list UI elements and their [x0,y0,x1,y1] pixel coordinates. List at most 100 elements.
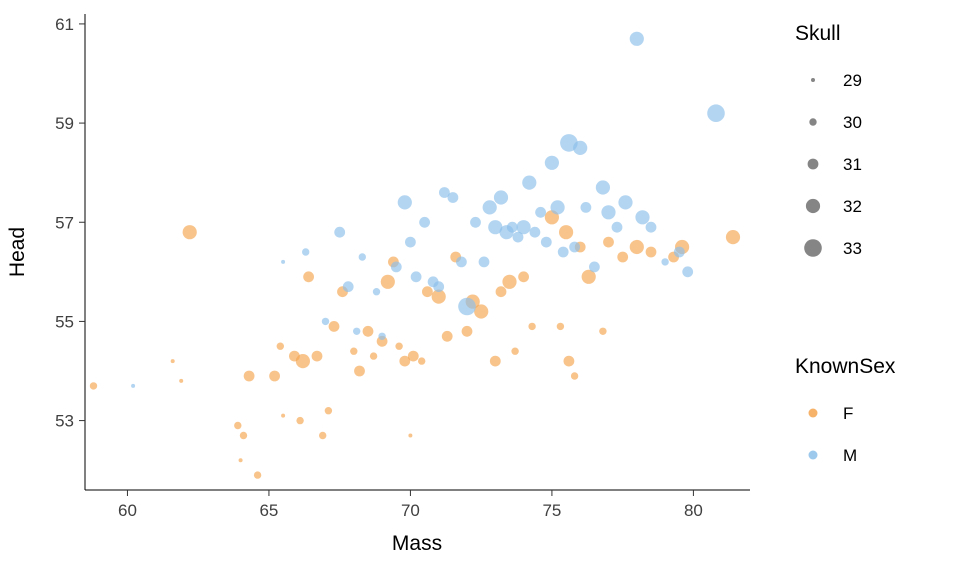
data-point-f [328,321,340,332]
data-point-m [372,288,381,296]
size-legend-value: 29 [843,71,862,90]
data-point-f [461,325,473,337]
data-point-f [311,350,323,362]
data-point-f [238,458,243,463]
data-point-f [570,372,579,380]
x-axis-ticks: 60 65 70 75 80 [118,490,703,520]
data-point-f [239,431,248,440]
x-tick-label: 70 [401,501,420,520]
data-point-f [380,274,395,289]
data-point-f [324,407,333,415]
data-point-m [410,271,422,283]
data-point-f [407,350,419,362]
data-point-m [358,253,366,261]
data-point-m [589,261,600,273]
size-legend-value: 31 [843,155,862,174]
size-legend-swatch [807,158,819,170]
data-point-m [342,281,354,293]
color-legend-title: KnownSex [795,355,896,378]
data-point-m [488,220,503,235]
data-point-m [645,221,657,233]
size-legend-entries: 29 30 31 32 33 [804,71,862,258]
data-point-f [170,359,175,364]
color-legend-label: M [843,446,857,465]
color-legend-swatch-m [808,450,818,460]
data-point-f [182,225,197,240]
data-point-m [580,202,592,213]
data-point-m [353,327,361,335]
data-point-m [635,210,650,225]
size-legend-swatch [809,118,817,126]
size-legend-swatch [811,78,815,82]
data-point-f [253,471,262,479]
y-axis-title: Head [6,227,29,277]
data-point-m [405,236,416,248]
data-point-f [645,246,657,258]
data-point-f [350,347,358,355]
data-point-m [618,195,633,210]
data-point-m [529,226,541,238]
data-point-m [478,256,490,268]
data-point-f [399,355,411,367]
data-point-m [595,180,611,195]
y-tick-label: 61 [55,15,74,34]
data-point-f [495,286,507,298]
data-point-f [511,347,519,355]
data-point-f [502,274,517,289]
data-point-f [489,355,501,367]
data-point-f [431,289,446,304]
y-tick-label: 55 [55,312,74,331]
size-legend-value: 32 [843,197,862,216]
x-tick-label: 65 [259,501,278,520]
color-legend-swatch-f [808,408,818,418]
size-legend: Skull 29 30 31 32 33 [795,22,862,258]
size-legend-title: Skull [795,22,841,45]
data-point-m [439,187,450,198]
size-legend-swatch [805,198,821,214]
data-point-m [512,231,524,243]
y-tick-label: 57 [55,213,74,232]
x-tick-label: 60 [118,501,137,520]
data-point-m [540,236,552,248]
data-point-m [569,241,580,253]
data-point-m [458,297,476,316]
data-point-m [629,31,644,46]
data-point-f [629,239,644,255]
x-axis-title: Mass [392,532,442,555]
y-axis-ticks: 53 55 57 59 61 [55,15,85,431]
data-point-m [447,192,459,203]
data-point-m [397,195,412,210]
data-point-f [395,342,403,350]
data-point-m [682,266,694,278]
data-point-m [433,281,445,293]
data-point-m [522,175,537,190]
color-legend-label: F [843,404,853,423]
data-point-f [559,225,574,240]
data-point-f [179,378,184,383]
data-point-m [390,261,402,273]
data-point-f [599,327,607,335]
data-point-m [378,332,386,340]
color-legend-entries: FM [808,404,857,465]
data-point-f [369,352,378,360]
data-point-m [550,200,565,215]
data-point-f [603,236,614,248]
data-point-f [234,421,242,430]
data-point-f [563,355,575,367]
plot-panel: 60 65 70 75 80 53 55 57 59 61 [55,14,750,520]
data-point-f [418,357,426,365]
data-point-m [506,221,518,233]
data-points-layer [89,31,741,479]
data-point-m [302,248,310,256]
data-point-f [296,416,304,425]
size-legend-swatch [804,239,822,257]
data-point-m [573,140,588,155]
data-point-m [281,259,286,264]
data-point-f [243,370,255,382]
data-point-m [535,206,546,218]
data-point-f [518,271,529,283]
data-point-f [474,304,489,319]
data-point-f [528,322,536,331]
data-point-m [611,221,623,233]
